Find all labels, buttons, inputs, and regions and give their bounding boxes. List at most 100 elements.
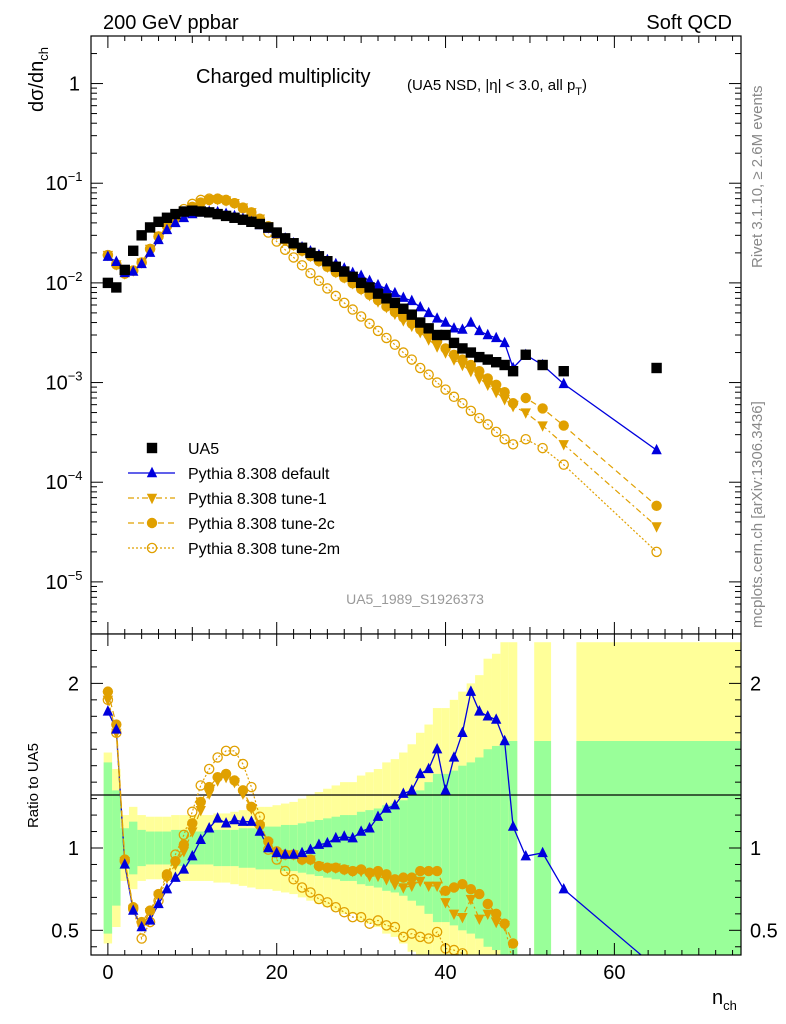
ratio-point-tune-1: [229, 777, 240, 789]
point-ua5-data: [465, 347, 477, 358]
ratio-point-tune-2c: [415, 865, 426, 877]
point-ua5-data: [212, 208, 223, 220]
ratio-point-default: [203, 822, 215, 833]
ratio-point-default: [398, 787, 409, 798]
ratio-point-default: [322, 836, 333, 848]
ratio-point-default: [144, 914, 156, 925]
ratio-point-tune-1: [482, 909, 493, 921]
ratio-point-tune-2m: [229, 745, 240, 757]
ratio-point-tune-1: [465, 894, 477, 906]
ratio-y-tick-label-right: 2: [750, 673, 761, 695]
ratio-point-tune-1: [296, 855, 308, 866]
ratio-point-tune-1: [203, 789, 215, 800]
point-tune-1: [431, 342, 443, 353]
ratio-point-tune-2m: [187, 806, 198, 818]
ratio-point-tune-2c: [406, 872, 417, 883]
point-tune-1: [195, 198, 206, 209]
band-inner: [441, 773, 450, 923]
ratio-point-tune-1: [423, 881, 434, 893]
point-ua5-data: [431, 329, 443, 341]
y-tick-label: 10−1: [45, 169, 82, 195]
point-tune-2m: [355, 311, 367, 322]
band-inner: [103, 762, 113, 934]
ratio-point-tune-1: [178, 847, 190, 858]
band-inner: [483, 749, 492, 947]
band-inner: [491, 745, 501, 951]
ratio-point-default: [520, 850, 531, 861]
legend-marker: [146, 542, 158, 554]
point-ua5-data: [187, 205, 198, 216]
chart-subtitle: (UA5 NSD, |η| < 3.0, all pT): [407, 77, 587, 98]
ratio-point-tune-2m: [355, 911, 367, 923]
rivet-version-label: Rivet 3.1.10, ≥ 2.6M events: [749, 86, 766, 269]
ratio-point-default: [229, 813, 240, 825]
ratio-point-default: [347, 831, 358, 843]
point-ua5-data: [520, 349, 531, 360]
ratio-y-tick-label: 1: [68, 838, 79, 860]
band-inner: [416, 790, 425, 906]
ratio-point-default: [313, 838, 325, 849]
legend-marker: [146, 466, 158, 478]
point-default: [389, 286, 401, 298]
ratio-point-tune-2c: [465, 883, 477, 895]
ratio-point-default: [465, 685, 477, 696]
chart-title: Charged multiplicity: [196, 66, 371, 88]
point-ua5-data: [423, 323, 434, 334]
point-ua5-data: [305, 247, 316, 259]
point-tune-1: [440, 348, 451, 359]
point-tune-2c: [474, 365, 485, 377]
ratio-point-tune-2m: [279, 865, 291, 877]
y-tick-label: 1: [69, 74, 80, 96]
point-ua5-data: [254, 218, 266, 230]
band-inner: [432, 773, 442, 923]
point-default: [499, 336, 510, 348]
point-ua5-data: [558, 365, 569, 377]
ratio-point-tune-1: [161, 873, 173, 884]
point-tune-2m: [398, 347, 409, 358]
point-tune-2m: [414, 362, 426, 374]
ratio-point-tune-1: [457, 912, 468, 924]
point-ua5-data: [499, 359, 510, 371]
point-tune-2m: [474, 412, 485, 424]
point-default: [448, 322, 460, 333]
point-default: [490, 331, 502, 343]
y-tick-label: 10−3: [45, 369, 82, 395]
point-tune-2c: [499, 387, 510, 398]
ratio-point-tune-2m: [220, 745, 232, 757]
ratio-point-tune-1: [187, 827, 198, 838]
point-ua5-data: [347, 271, 358, 283]
point-tune-1: [423, 335, 434, 346]
point-ua5-data: [440, 329, 451, 341]
point-tune-2m: [296, 260, 308, 271]
point-default: [144, 246, 156, 257]
band-inner: [238, 828, 248, 868]
ratio-point-tune-1: [381, 875, 392, 886]
point-default: [440, 316, 451, 327]
ratio-point-tune-1: [448, 909, 460, 921]
ratio-point-tune-1: [431, 881, 443, 893]
point-ua5-data: [389, 297, 401, 309]
y-tick-label: 10−4: [45, 468, 82, 494]
ratio-point-default: [279, 848, 291, 859]
ratio-point-default: [263, 841, 274, 853]
point-tune-2c: [651, 500, 662, 511]
point-default: [128, 265, 139, 276]
ratio-point-tune-1: [347, 866, 358, 878]
point-default: [482, 328, 493, 340]
point-default: [381, 282, 392, 294]
ratio-point-tune-1: [237, 789, 249, 800]
point-tune-2m: [520, 433, 531, 445]
point-ua5-data: [651, 362, 662, 374]
point-default: [111, 255, 122, 266]
ratio-point-default: [187, 850, 198, 861]
point-ua5-data: [111, 282, 122, 293]
point-ua5-data: [220, 210, 232, 222]
legend-label: Pythia 8.308 tune-1: [188, 491, 327, 508]
ratio-point-tune-2c: [431, 865, 443, 877]
point-tune-2m: [347, 304, 358, 315]
ratio-point-tune-2c: [507, 938, 519, 949]
ratio-panel: 2 2 1 1 0.5 0.5 0 20 40 60 Ratio to UA5 nch: [25, 633, 778, 1013]
band-inner: [382, 805, 391, 891]
point-tune-2m: [364, 318, 375, 329]
point-tune-1: [212, 195, 223, 206]
